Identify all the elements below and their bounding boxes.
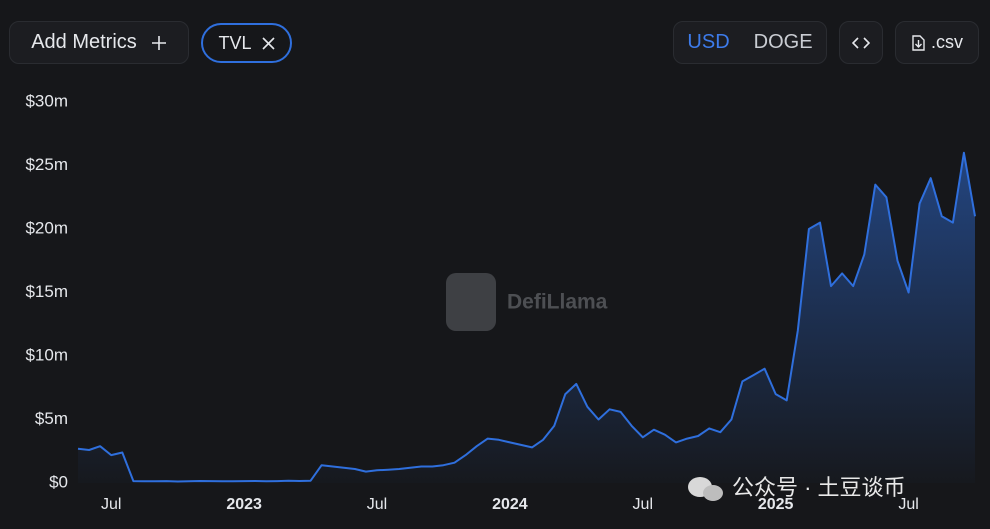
x-tick-label: 2024: [492, 496, 528, 513]
add-metrics-button[interactable]: Add Metrics: [9, 21, 189, 64]
wechat-text: 公众号 · 土豆谈币: [732, 475, 906, 500]
x-tick-label: Jul: [367, 496, 387, 513]
brand-text: DefiLlama: [507, 291, 608, 314]
wechat-watermark: 公众号 · 土豆谈币: [688, 475, 906, 501]
y-tick-label: $0: [49, 472, 68, 491]
metric-chip[interactable]: TVL: [201, 23, 292, 63]
metric-label: TVL: [218, 32, 252, 53]
wechat-icon: [703, 485, 723, 501]
y-tick-label: $30m: [25, 91, 68, 110]
remove-icon: [261, 36, 275, 50]
y-tick-label: $10m: [25, 345, 68, 364]
tvl-line: [77, 151, 976, 483]
csv-label: .csv: [930, 32, 963, 52]
y-tick-label: $15m: [25, 282, 68, 301]
area-fill: [78, 152, 975, 484]
add-metrics-label: Add Metrics: [31, 31, 137, 53]
x-tick-label: Jul: [898, 496, 918, 513]
currency-toggle: USD DOGE: [673, 21, 827, 64]
y-tick-label: $20m: [25, 218, 68, 237]
y-tick-label: $5m: [35, 409, 68, 428]
brand-logo: [446, 273, 496, 331]
currency-option[interactable]: DOGE: [753, 31, 813, 53]
download-icon: [912, 34, 925, 51]
embed-button[interactable]: [839, 21, 883, 64]
x-tick-label: 2025: [758, 496, 794, 513]
y-tick-label: $25m: [25, 155, 68, 174]
embed-icon: [852, 36, 870, 49]
x-tick-label: 2023: [226, 496, 262, 513]
x-tick-label: Jul: [101, 496, 121, 513]
x-tick-label: Jul: [633, 496, 653, 513]
csv-button[interactable]: .csv: [895, 21, 979, 64]
wechat-icon: [688, 477, 712, 497]
currency-option[interactable]: USD: [687, 31, 730, 53]
brand-watermark: DefiLlama: [446, 273, 608, 331]
plus-icon: [151, 35, 166, 50]
